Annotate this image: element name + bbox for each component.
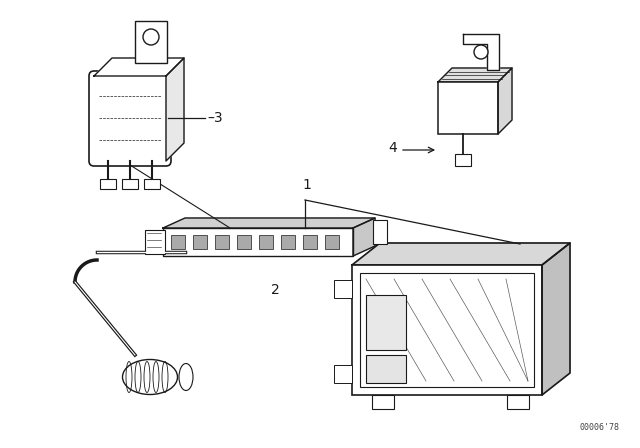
Bar <box>144 179 160 189</box>
Bar <box>145 230 165 254</box>
Polygon shape <box>163 218 375 228</box>
Text: 4: 4 <box>388 141 397 155</box>
Circle shape <box>143 29 159 45</box>
Polygon shape <box>166 58 184 161</box>
Bar <box>360 273 534 387</box>
Bar <box>455 154 471 166</box>
Bar <box>237 235 251 249</box>
Polygon shape <box>498 68 512 134</box>
Bar <box>122 179 138 189</box>
Bar <box>373 220 387 244</box>
Ellipse shape <box>122 359 177 395</box>
Bar <box>303 235 317 249</box>
Polygon shape <box>353 218 375 256</box>
Ellipse shape <box>179 363 193 391</box>
Polygon shape <box>352 243 570 265</box>
Polygon shape <box>463 34 499 70</box>
Bar <box>507 395 529 409</box>
Bar <box>366 355 406 383</box>
Bar <box>334 280 352 298</box>
Bar <box>171 235 185 249</box>
Bar <box>334 365 352 383</box>
FancyBboxPatch shape <box>89 71 171 166</box>
Bar <box>100 179 116 189</box>
Bar <box>281 235 295 249</box>
Bar <box>215 235 229 249</box>
Polygon shape <box>542 243 570 395</box>
Bar <box>366 295 406 350</box>
Text: 2: 2 <box>271 283 280 297</box>
Bar <box>352 265 542 395</box>
Polygon shape <box>438 68 512 82</box>
Text: 00006'78: 00006'78 <box>580 423 620 432</box>
Polygon shape <box>94 58 184 76</box>
Bar <box>135 21 167 63</box>
Bar <box>372 395 394 409</box>
Bar <box>193 235 207 249</box>
Bar <box>163 228 353 256</box>
Bar <box>325 235 339 249</box>
Text: –3: –3 <box>207 111 223 125</box>
Circle shape <box>474 45 488 59</box>
Bar <box>438 82 498 134</box>
Text: 1: 1 <box>303 178 312 192</box>
Bar <box>259 235 273 249</box>
